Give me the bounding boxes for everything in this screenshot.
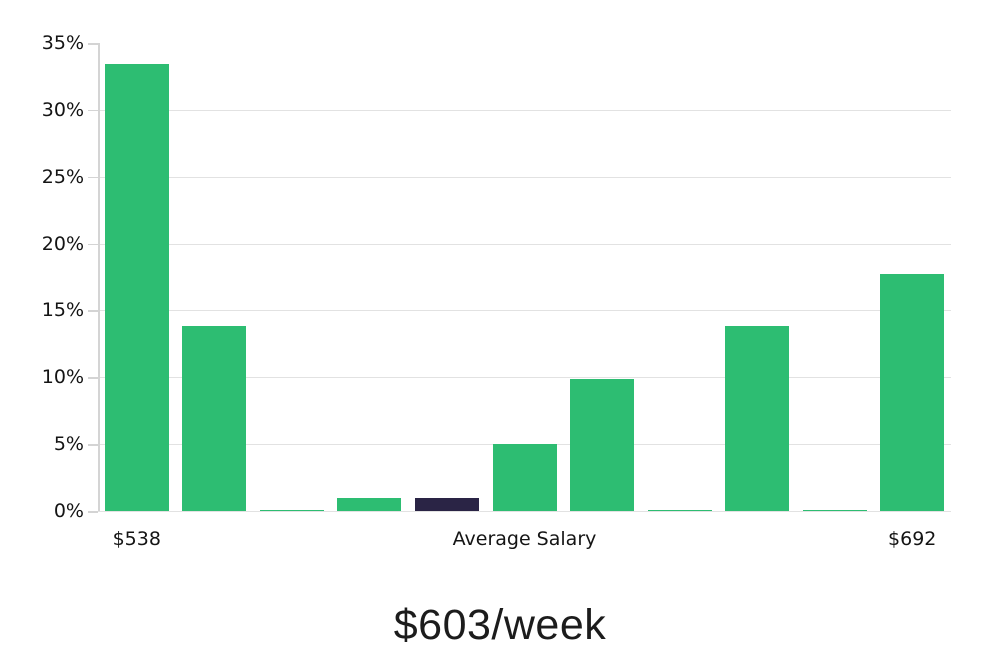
- bar: [570, 378, 635, 511]
- gridline: [98, 176, 951, 178]
- gridline: [98, 377, 951, 379]
- y-tick-label: 15%: [41, 299, 84, 322]
- y-axis-line: [98, 43, 100, 511]
- y-tick: [88, 444, 98, 446]
- y-tick-label: 35%: [41, 32, 84, 54]
- y-tick-label: 0%: [53, 500, 84, 522]
- y-tick: [88, 109, 98, 112]
- y-tick-label: 10%: [41, 366, 84, 389]
- bar: [182, 326, 247, 511]
- y-tick: [88, 43, 98, 45]
- gridline: [98, 310, 951, 312]
- x-tick-label: Average Salary: [452, 528, 597, 550]
- bar: [337, 497, 402, 511]
- y-tick: [88, 243, 98, 246]
- y-tick-label: 5%: [53, 433, 84, 456]
- bar: [259, 509, 324, 511]
- bar: [492, 444, 557, 511]
- bar: [104, 64, 169, 511]
- y-tick: [88, 511, 98, 513]
- plot-area: [98, 43, 951, 512]
- bar-highlighted: [414, 497, 479, 511]
- y-tick-label: 20%: [41, 232, 84, 255]
- y-tick-label: 25%: [41, 165, 84, 188]
- gridline: [98, 109, 951, 111]
- y-tick: [88, 377, 98, 379]
- y-tick: [88, 310, 98, 312]
- x-tick-label: $538: [112, 528, 161, 550]
- bar: [725, 326, 790, 511]
- bar: [880, 274, 945, 511]
- bar: [802, 509, 867, 511]
- x-tick-label: $692: [888, 528, 937, 550]
- y-tick: [88, 176, 98, 179]
- x-axis-line: [98, 511, 951, 512]
- chart-title: $603/week: [393, 601, 607, 649]
- gridline: [98, 243, 951, 245]
- y-tick-label: 30%: [41, 98, 84, 121]
- bar: [647, 509, 712, 511]
